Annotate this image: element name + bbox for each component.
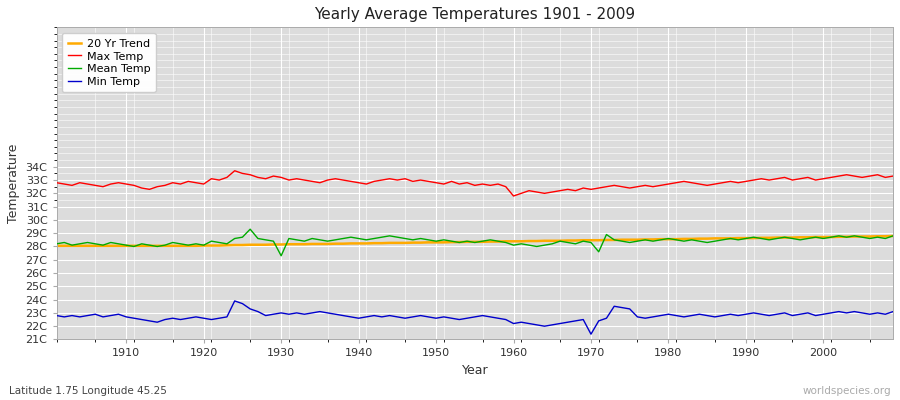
Max Temp — [113, 180, 124, 185]
Mean Temp — [245, 227, 256, 232]
20 Yr Trend — [284, 242, 294, 247]
20 Yr Trend — [500, 239, 511, 244]
Min Temp — [230, 298, 240, 303]
Text: Latitude 1.75 Longitude 45.25: Latitude 1.75 Longitude 45.25 — [9, 386, 166, 396]
Max Temp — [524, 188, 535, 193]
Max Temp — [508, 194, 519, 198]
X-axis label: Year: Year — [462, 364, 488, 377]
Max Temp — [230, 168, 240, 173]
Line: 20 Yr Trend: 20 Yr Trend — [57, 236, 893, 246]
Min Temp — [338, 313, 348, 318]
Mean Temp — [299, 239, 310, 244]
Max Temp — [516, 191, 526, 196]
Max Temp — [338, 178, 348, 182]
Y-axis label: Temperature: Temperature — [7, 144, 20, 223]
Mean Temp — [524, 243, 535, 248]
20 Yr Trend — [508, 239, 519, 244]
Min Temp — [292, 310, 302, 315]
Line: Max Temp: Max Temp — [57, 171, 893, 196]
20 Yr Trend — [51, 244, 62, 248]
Min Temp — [616, 305, 627, 310]
Mean Temp — [275, 253, 286, 258]
Max Temp — [292, 176, 302, 181]
Mean Temp — [616, 239, 627, 244]
Min Temp — [113, 312, 124, 317]
Line: Min Temp: Min Temp — [57, 301, 893, 334]
Mean Temp — [346, 235, 356, 240]
Max Temp — [51, 180, 62, 185]
Max Temp — [887, 174, 898, 178]
Min Temp — [516, 320, 526, 325]
20 Yr Trend — [330, 241, 341, 246]
Min Temp — [586, 332, 597, 336]
20 Yr Trend — [887, 234, 898, 238]
Mean Temp — [51, 242, 62, 246]
Max Temp — [616, 184, 627, 189]
Min Temp — [51, 313, 62, 318]
Min Temp — [508, 321, 519, 326]
Mean Temp — [516, 242, 526, 246]
Text: worldspecies.org: worldspecies.org — [803, 386, 891, 396]
Mean Temp — [887, 234, 898, 238]
20 Yr Trend — [601, 238, 612, 242]
Min Temp — [887, 309, 898, 314]
Line: Mean Temp: Mean Temp — [57, 229, 893, 256]
Title: Yearly Average Temperatures 1901 - 2009: Yearly Average Temperatures 1901 - 2009 — [314, 7, 635, 22]
Legend: 20 Yr Trend, Max Temp, Mean Temp, Min Temp: 20 Yr Trend, Max Temp, Mean Temp, Min Te… — [62, 33, 156, 92]
20 Yr Trend — [113, 244, 124, 248]
Mean Temp — [113, 242, 124, 246]
